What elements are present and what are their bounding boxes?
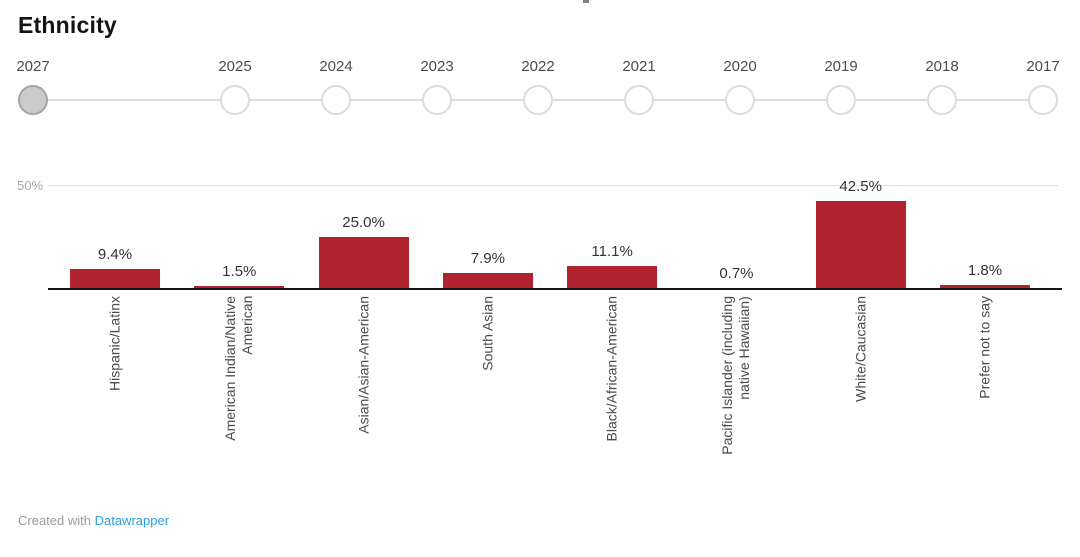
page-title: Ethnicity bbox=[18, 12, 117, 38]
slider-stop-2027[interactable] bbox=[18, 85, 48, 115]
year-label-2018: 2018 bbox=[925, 58, 959, 75]
bar-value-label: 7.9% bbox=[470, 249, 505, 267]
bar-value-label: 42.5% bbox=[839, 177, 882, 195]
category-label: Asian/Asian-American bbox=[355, 296, 372, 434]
category-label: Hispanic/Latinx bbox=[106, 296, 123, 391]
datawrapper-link[interactable]: Datawrapper bbox=[94, 513, 170, 528]
attribution-text: Created with bbox=[18, 513, 95, 528]
bar-3[interactable] bbox=[318, 237, 409, 289]
slider-stop-2018[interactable] bbox=[927, 85, 957, 115]
bar-value-label: 1.8% bbox=[967, 262, 1003, 280]
slider-stop-2024[interactable] bbox=[321, 85, 351, 115]
year-label-2024: 2024 bbox=[319, 58, 353, 75]
bar-2[interactable] bbox=[194, 285, 285, 289]
y-tick-label: 50% bbox=[17, 178, 44, 193]
category-label: Pacific Islander (including native Hawai… bbox=[719, 296, 753, 455]
bar-4[interactable] bbox=[442, 272, 533, 289]
bar-1[interactable] bbox=[70, 269, 160, 289]
category-label: White/Caucasian bbox=[852, 296, 869, 402]
category-label: South Asian bbox=[479, 296, 496, 371]
year-label-2025: 2025 bbox=[218, 58, 252, 75]
x-axis-line bbox=[48, 288, 1062, 290]
year-label-2021: 2021 bbox=[622, 58, 656, 75]
slider-stop-2022[interactable] bbox=[523, 85, 553, 115]
attribution: Created with Datawrapper bbox=[18, 513, 169, 528]
bar-7[interactable] bbox=[815, 200, 906, 289]
bar-value-label: 0.7% bbox=[719, 264, 754, 282]
year-label-2023: 2023 bbox=[420, 58, 454, 75]
bar-5[interactable] bbox=[567, 265, 658, 289]
year-label-2022: 2022 bbox=[521, 58, 555, 75]
slider-stop-2019[interactable] bbox=[826, 85, 856, 115]
year-label-2017: 2017 bbox=[1026, 58, 1060, 75]
bar-value-label: 25.0% bbox=[342, 214, 385, 231]
year-label-2019: 2019 bbox=[824, 58, 858, 75]
top-crop-artifact bbox=[583, 0, 589, 3]
category-label: American Indian/Native American bbox=[222, 296, 256, 441]
slider-stop-2023[interactable] bbox=[422, 85, 452, 115]
year-label-2027: 2027 bbox=[16, 58, 50, 75]
category-label: Black/African-American bbox=[603, 296, 620, 442]
bar-value-label: 9.4% bbox=[97, 246, 133, 264]
bar-value-label: 1.5% bbox=[222, 262, 257, 280]
year-label-2020: 2020 bbox=[723, 58, 757, 75]
gridline-50pct bbox=[48, 185, 1058, 186]
slider-stop-2025[interactable] bbox=[220, 85, 250, 115]
slider-stop-2021[interactable] bbox=[624, 85, 654, 115]
category-label: Prefer not to say bbox=[976, 296, 993, 399]
bar-8[interactable] bbox=[940, 285, 1030, 289]
slider-stop-2020[interactable] bbox=[725, 85, 755, 115]
slider-stop-2017[interactable] bbox=[1028, 85, 1058, 115]
bar-value-label: 11.1% bbox=[591, 242, 633, 260]
